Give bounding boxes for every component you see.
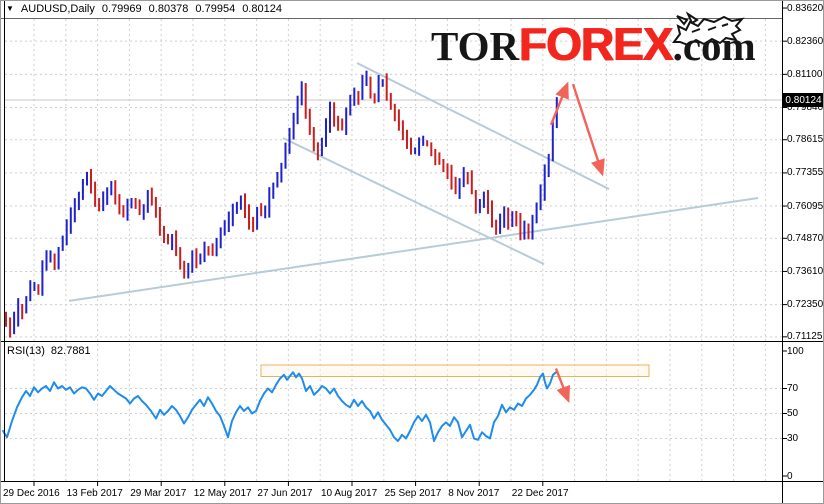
rsi-axis-label: 50 (787, 408, 799, 419)
symbol-dropdown-icon[interactable]: ▼ (6, 4, 14, 13)
price-axis-label: 0.78615 (787, 134, 824, 146)
axis-ticks (33, 7, 787, 486)
price-axis-label: 0.79840 (787, 102, 824, 113)
ohlc-open: 0.79969 (101, 3, 142, 15)
date-axis-label: 29 Dec 2016 (3, 488, 60, 499)
ohlc-close: 0.80124 (242, 3, 282, 15)
price-axis-label: 0.81100 (787, 68, 823, 80)
date-axis-label: 12 May 2017 (193, 488, 252, 499)
price-axis-label: 0.71125 (787, 331, 823, 343)
logo-prefix-text: TOR (431, 23, 520, 69)
date-axis-label: 29 Mar 2017 (130, 488, 187, 499)
rsi-axis-label: 0 (787, 470, 793, 482)
rsi-line (2, 371, 557, 442)
price-axis-label: 0.73610 (787, 265, 824, 277)
date-axis-label: 22 Dec 2017 (511, 488, 569, 499)
date-axis-label: 13 Feb 2017 (66, 488, 123, 499)
topforex-watermark: TOR FOREX .com (431, 11, 756, 70)
price-axis-label: 0.82360 (787, 35, 824, 47)
price-axis-label: 0.76095 (787, 200, 824, 212)
rsi-axis-label: 100 (787, 345, 804, 357)
current-price-tag: 0.80124 (783, 93, 823, 107)
rsi-value: 82.7881 (50, 345, 91, 357)
logo-brand-text: FOREX (519, 18, 673, 70)
chart-title-bar: ▼ AUDUSD,Daily 0.79969 0.80378 0.79954 0… (6, 3, 282, 15)
rsi-forecast-arrow (554, 368, 570, 404)
price-axis-label: 0.74870 (787, 232, 824, 244)
price-axis-label: 0.83620 (787, 2, 824, 14)
date-axis-label: 25 Sep 2017 (384, 488, 442, 499)
forecast-arrows (549, 81, 605, 177)
price-axis-label: 0.72350 (787, 299, 824, 311)
trendlines (68, 62, 759, 302)
price-axis-label: 0.77355 (787, 167, 824, 179)
bull-icon (672, 11, 745, 47)
gridlines (5, 19, 782, 481)
rsi-overbought-zone (260, 364, 650, 377)
ohlc-low: 0.79954 (195, 3, 236, 15)
symbol-period-label: AUDUSD,Daily (20, 3, 95, 15)
date-axis-label: 8 Nov 2017 (448, 488, 500, 499)
date-axis-label: 10 Aug 2017 (321, 488, 378, 499)
price-bars (5, 70, 558, 338)
rsi-indicator-label: RSI(13) 82.7881 (7, 345, 91, 357)
rsi-axis-label: 70 (787, 383, 799, 394)
date-axis-label: 27 Jun 2017 (257, 488, 313, 499)
ohlc-high: 0.80378 (148, 3, 189, 15)
rsi-name: RSI(13) (7, 345, 45, 357)
rsi-axis-label: 30 (787, 433, 799, 444)
logo-suffix-text: .com (672, 23, 756, 69)
